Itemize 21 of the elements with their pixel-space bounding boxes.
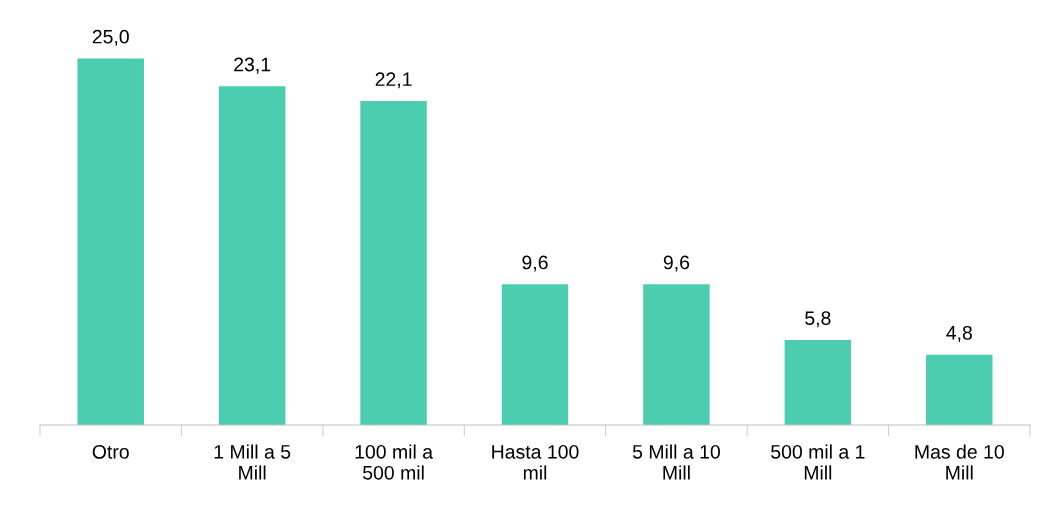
x-tick-label: Mas de 10 Mill	[915, 444, 1004, 480]
data-label: 25,0	[92, 29, 129, 46]
bar	[784, 339, 852, 425]
x-tick-label: Otro	[92, 444, 129, 459]
data-label: 5,8	[805, 311, 831, 328]
x-tick-label: 5 Mill a 10 Mill	[632, 444, 720, 480]
bar	[218, 86, 286, 425]
bar	[926, 354, 993, 425]
x-tick-label: 500 mil a 1 Mill	[771, 444, 865, 480]
x-tick-label: 1 Mill a 5 Mill	[214, 444, 291, 480]
x-tick-label: Hasta 100 mil	[492, 444, 579, 480]
data-label: 9,6	[522, 255, 548, 272]
x-tick-label: 100 mil a 500 mil	[355, 444, 434, 480]
data-label: 9,6	[663, 255, 690, 272]
bar	[643, 284, 710, 425]
bar	[360, 101, 427, 425]
bar	[77, 58, 144, 425]
data-label: 22,1	[375, 72, 412, 89]
bar	[501, 284, 569, 425]
data-label: 23,1	[234, 57, 271, 74]
data-label: 4,8	[946, 325, 972, 342]
